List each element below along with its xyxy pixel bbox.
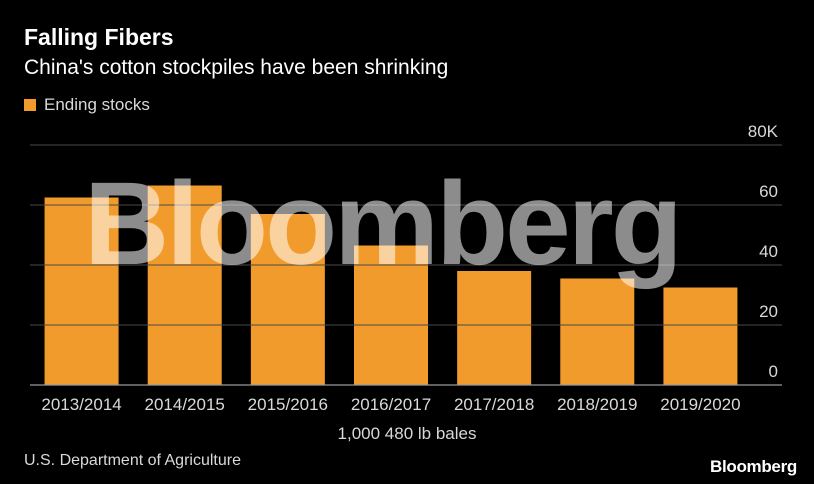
x-tick-label: 2015/2016: [248, 395, 328, 414]
bar-2015-2016: [250, 214, 325, 385]
x-tick-label: 2014/2015: [145, 395, 225, 414]
bar-2013-2014: [44, 197, 119, 385]
legend-swatch: [24, 99, 36, 111]
x-tick-label: 2017/2018: [454, 395, 534, 414]
bar-2018-2019: [560, 278, 635, 385]
x-tick-label: 2013/2014: [41, 395, 121, 414]
x-tick-label: 2018/2019: [557, 395, 637, 414]
y-tick-label: 0: [769, 362, 778, 381]
bar-2016-2017: [354, 245, 428, 385]
x-tick-label: 2016/2017: [351, 395, 431, 414]
bar-2014-2015: [147, 185, 222, 385]
x-tick-label: 2019/2020: [660, 395, 740, 414]
legend: Ending stocks: [24, 95, 150, 115]
chart-subtitle: China's cotton stockpiles have been shri…: [24, 56, 449, 79]
bar-2017-2018: [457, 271, 532, 385]
x-axis-unit-text: 1,000 480 lb bales: [337, 424, 477, 443]
chart-title: Falling Fibers: [24, 24, 174, 50]
y-tick-label: 80K: [748, 122, 779, 141]
legend-label: Ending stocks: [44, 95, 150, 114]
y-tick-label: 60: [759, 182, 778, 201]
y-tick-label: 20: [759, 302, 778, 321]
bar-2019-2020: [663, 287, 738, 385]
source-note: U.S. Department of Agriculture: [24, 452, 241, 469]
brand-logo: Bloomberg: [709, 457, 797, 476]
x-axis-unit-label: 1,000 480 lb bales: [0, 424, 814, 444]
y-tick-label: 40: [759, 242, 778, 261]
